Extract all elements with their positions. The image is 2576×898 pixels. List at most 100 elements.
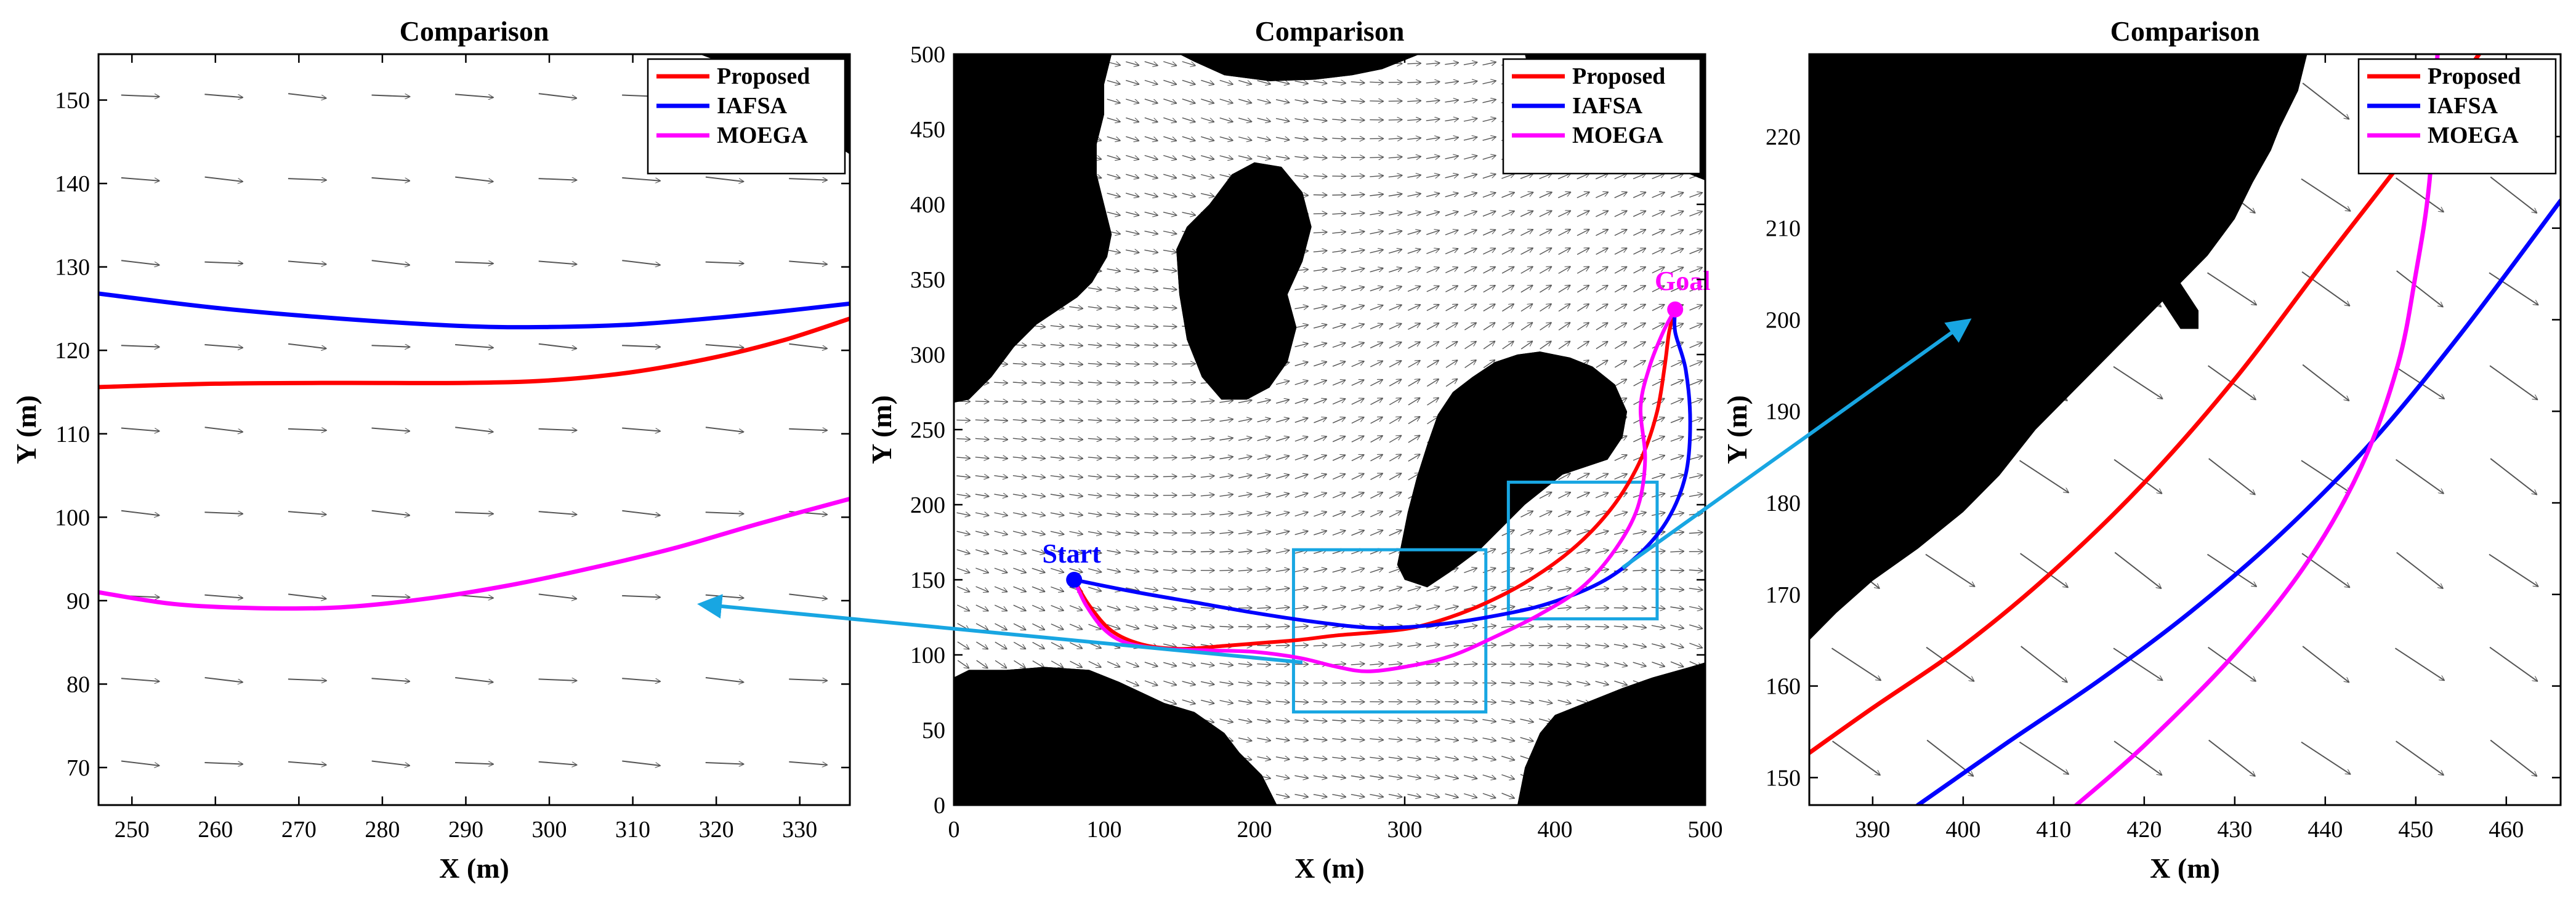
wind-vector <box>1332 757 1346 759</box>
wind-vector <box>1389 417 1401 424</box>
wind-vector <box>204 677 243 682</box>
wind-vector <box>1126 136 1139 141</box>
wind-vector <box>1294 381 1308 385</box>
wind-vector <box>1163 607 1177 609</box>
wind-vector <box>1294 739 1308 740</box>
wind-vector <box>1200 136 1214 140</box>
wind-vector <box>121 177 159 181</box>
legend: Proposed IAFSA MOEGA <box>1502 58 1702 175</box>
y-tick-label: 140 <box>55 171 90 197</box>
wind-vector <box>1144 588 1158 590</box>
y-tick-label: 210 <box>1766 216 1801 242</box>
wind-vector <box>1351 324 1364 329</box>
wind-vector <box>1107 326 1120 327</box>
wind-vector <box>1144 307 1158 308</box>
wind-vector <box>1163 532 1177 533</box>
wind-vector <box>1294 531 1308 535</box>
wind-vector <box>1408 417 1420 425</box>
wind-vector <box>705 176 744 182</box>
wind-vector <box>1520 664 1533 665</box>
wind-vector <box>1408 323 1420 330</box>
wind-vector <box>1294 288 1308 290</box>
wind-vector <box>1219 532 1233 534</box>
wind-vector <box>1332 157 1346 158</box>
wind-vector <box>1388 175 1402 177</box>
wind-vector <box>1163 551 1177 553</box>
wind-vector <box>1032 420 1045 421</box>
wind-vector <box>975 549 988 553</box>
wind-vector <box>1445 193 1458 198</box>
wind-vector <box>1388 138 1402 139</box>
wind-vector <box>1125 569 1139 572</box>
wind-vector <box>1238 457 1252 459</box>
wind-vector <box>1107 307 1120 308</box>
wind-vector <box>1238 720 1252 722</box>
wind-vector <box>1050 513 1064 515</box>
wind-vector <box>995 623 1007 630</box>
wind-vector <box>1275 776 1290 779</box>
wind-vector <box>1012 401 1027 403</box>
x-tick-label: 460 <box>2489 817 2524 843</box>
wind-vector <box>1013 623 1026 630</box>
wind-vector <box>1125 345 1139 346</box>
wind-vector <box>1050 420 1064 421</box>
wind-vector <box>1032 567 1045 572</box>
chart-panel-3: 390 400 410 420 430 440 450 460 150 160 170 180 190 2… <box>1721 15 2562 884</box>
wind-vector <box>1182 79 1195 84</box>
wind-vector <box>1351 795 1365 797</box>
wind-vector <box>1238 419 1252 422</box>
x-tick-label: 260 <box>198 817 233 843</box>
wind-vector <box>1445 230 1458 236</box>
wind-vector <box>1370 473 1383 480</box>
series-line-proposed <box>99 316 850 390</box>
wind-vector <box>1370 324 1383 330</box>
wind-vector <box>1426 286 1439 292</box>
wind-vector <box>1426 757 1440 760</box>
wind-vector <box>1294 437 1308 442</box>
wind-vector <box>705 262 744 264</box>
wind-vector <box>1351 492 1364 499</box>
wind-vector <box>1200 495 1214 496</box>
wind-vector <box>705 763 744 764</box>
wind-vector <box>1313 195 1327 196</box>
x-tick-label: 440 <box>2307 817 2343 843</box>
y-axis-label: Y (m) <box>866 395 897 464</box>
wind-vector <box>1351 776 1365 779</box>
x-axis-label: X (m) <box>439 852 509 884</box>
wind-vector <box>1276 494 1289 498</box>
wind-vector <box>1200 700 1214 704</box>
wind-vector <box>1426 82 1440 83</box>
y-tick-label: 100 <box>55 505 90 531</box>
wind-vector <box>1257 532 1270 534</box>
wind-vector <box>1351 100 1365 102</box>
wind-vector <box>1012 382 1027 383</box>
wind-vector <box>1313 269 1327 271</box>
wind-vector <box>1314 399 1327 404</box>
wind-vector <box>1275 137 1290 140</box>
wind-vector <box>1407 63 1421 64</box>
wind-vector <box>1107 117 1120 122</box>
wind-vector <box>1069 494 1083 496</box>
wind-vector <box>1275 720 1290 721</box>
wind-vector <box>1370 175 1383 177</box>
x-tick-label: 250 <box>115 817 150 843</box>
wind-vector <box>1069 642 1082 649</box>
wind-vector <box>1012 531 1026 534</box>
wind-vector <box>1370 305 1383 311</box>
wind-vector <box>1351 194 1365 196</box>
wind-vector <box>1314 493 1326 499</box>
wind-vector <box>1125 532 1139 534</box>
wind-vector <box>1182 644 1196 647</box>
wind-vector <box>1032 457 1045 459</box>
wind-vector <box>454 262 493 264</box>
wind-vector <box>1445 305 1458 311</box>
y-tick-label: 450 <box>910 117 945 143</box>
wind-vector <box>1107 269 1120 271</box>
wind-vector <box>1014 660 1026 668</box>
wind-vector <box>1088 494 1102 496</box>
wind-vector <box>1445 342 1458 350</box>
wind-vector <box>1182 476 1195 477</box>
wind-vector <box>1107 532 1120 534</box>
wind-vector <box>1238 551 1252 553</box>
series-line-moega <box>99 497 850 611</box>
